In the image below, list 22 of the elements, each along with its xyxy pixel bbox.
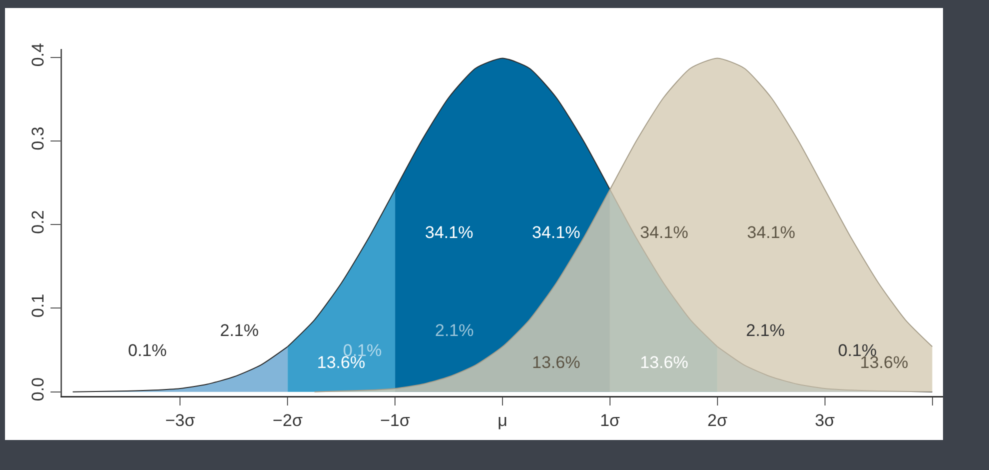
annotation: 0.1% (128, 341, 167, 360)
annotation: 13.6% (532, 353, 580, 372)
annotation: 34.1% (425, 223, 474, 242)
annotation: 2.1% (435, 321, 474, 340)
y-tick-label: 0.3 (28, 126, 48, 150)
x-tick-label: μ (498, 410, 508, 430)
x-tick-label: 1σ (600, 410, 620, 430)
y-tick-label: 0.0 (28, 377, 48, 402)
x-tick-label: −2σ (272, 410, 304, 430)
y-tick-label: 0.2 (28, 210, 48, 234)
x-tick-label: 3σ (814, 410, 836, 430)
y-tick-label: 0.1 (28, 294, 48, 318)
annotation: 13.6% (640, 353, 688, 372)
annotation: 2.1% (220, 321, 259, 340)
annotation: 34.1% (640, 223, 688, 242)
x-tick-label: −3σ (165, 410, 196, 430)
x-tick-label: −1σ (380, 410, 411, 430)
y-tick-label: 0.4 (28, 42, 48, 67)
annotation: 34.1% (747, 223, 796, 242)
annotation: 34.1% (532, 223, 580, 242)
annotation: 2.1% (746, 321, 785, 340)
x-tick-label: 2σ (707, 410, 728, 430)
